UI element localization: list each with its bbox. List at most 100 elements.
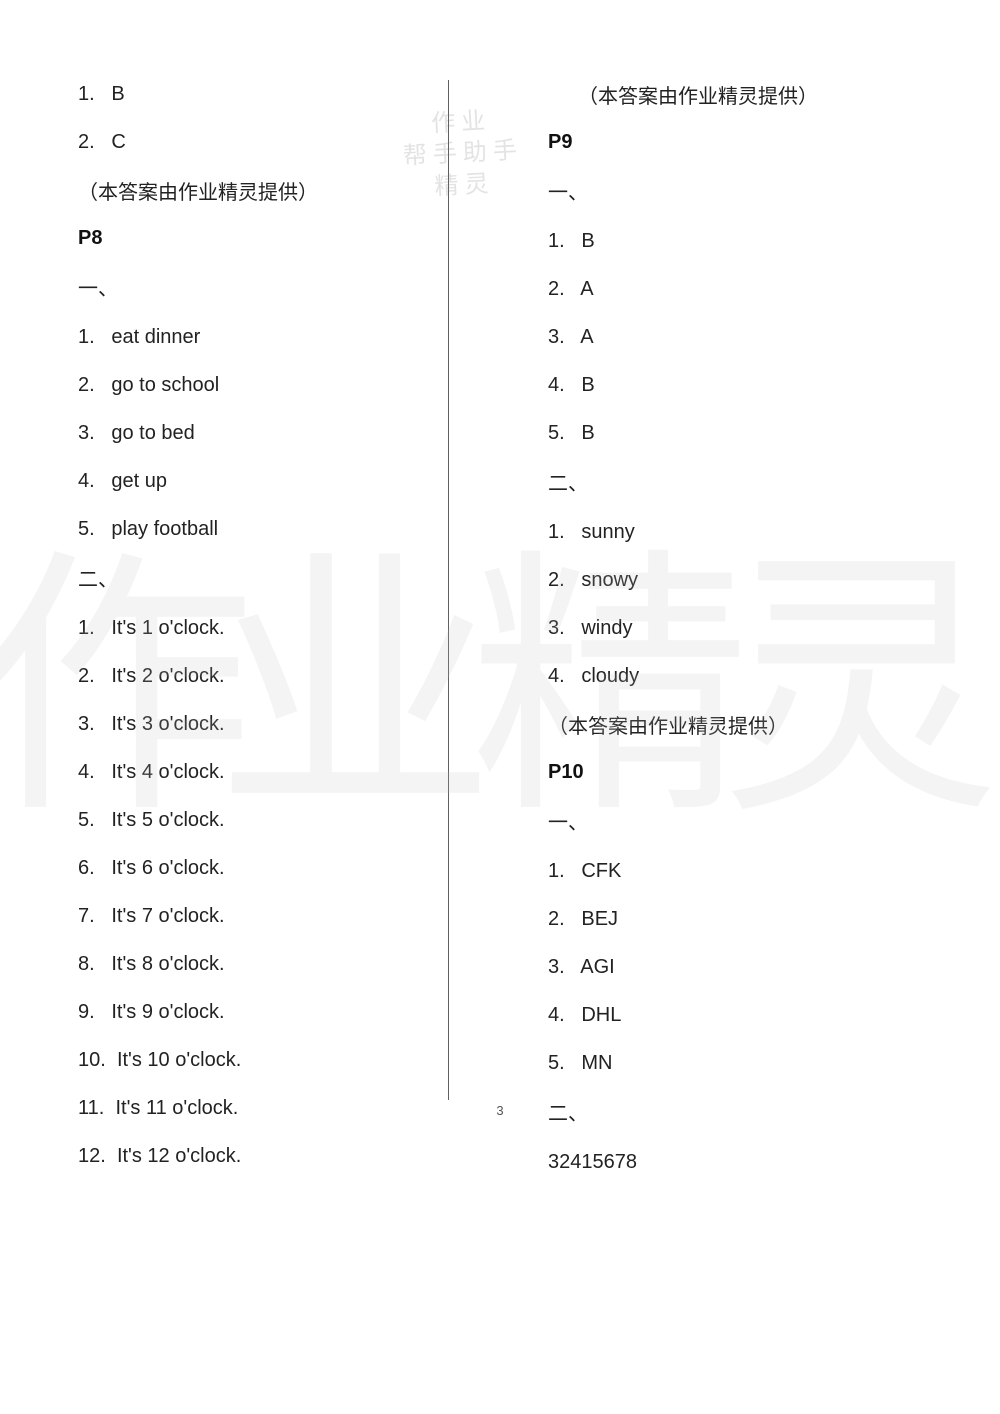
- item-number: 2.: [548, 278, 565, 300]
- answer-item: 5. B: [548, 419, 930, 447]
- item-answer: B: [581, 422, 594, 444]
- item-number: 2.: [78, 665, 95, 687]
- item-number: 3.: [548, 956, 565, 978]
- item-text: It's 10 o'clock.: [117, 1049, 241, 1071]
- item-number: 10.: [78, 1049, 106, 1071]
- list-item: 12. It's 12 o'clock.: [78, 1142, 445, 1170]
- item-number: 1.: [78, 326, 95, 348]
- item-number: 5.: [548, 422, 565, 444]
- list-item: 1. It's 1 o'clock.: [78, 614, 445, 642]
- item-answer: A: [580, 278, 593, 300]
- page-number: 3: [496, 1103, 503, 1118]
- item-text: go to school: [111, 374, 219, 396]
- list-item: 1. CFK: [548, 857, 930, 885]
- list-item: 3. go to bed: [78, 419, 445, 447]
- item-number: 2.: [78, 131, 95, 153]
- right-column: （本答案由作业精灵提供） P9 一、 1. B 2. A 3. A 4. B 5…: [500, 80, 1000, 1354]
- section-heading: 二、: [548, 1097, 930, 1126]
- item-text: It's 1 o'clock.: [111, 617, 224, 639]
- item-text: It's 9 o'clock.: [111, 1001, 224, 1023]
- page-heading-p9: P9: [548, 131, 930, 154]
- item-number: 11.: [78, 1097, 104, 1119]
- page-heading-p10: P10: [548, 761, 930, 784]
- item-text: MN: [581, 1052, 612, 1074]
- item-text: 32415678: [548, 1151, 637, 1173]
- item-answer: B: [581, 230, 594, 252]
- item-text: windy: [581, 617, 632, 639]
- credit-note: （本答案由作业精灵提供）: [78, 176, 445, 205]
- answer-item: 1. B: [548, 227, 930, 255]
- item-number: 7.: [78, 905, 95, 927]
- item-text: It's 11 o'clock.: [115, 1097, 238, 1119]
- item-number: 5.: [548, 1052, 565, 1074]
- answer-item: 3. A: [548, 323, 930, 351]
- item-number: 12.: [78, 1145, 106, 1167]
- page-heading-p8: P8: [78, 227, 445, 250]
- item-number: 2.: [548, 908, 565, 930]
- item-number: 3.: [78, 713, 95, 735]
- answer-item: 2. A: [548, 275, 930, 303]
- item-number: 4.: [548, 1004, 565, 1026]
- item-number: 1.: [548, 230, 565, 252]
- item-number: 2.: [548, 569, 565, 591]
- answer-item: 4. B: [548, 371, 930, 399]
- column-divider: [448, 80, 449, 1100]
- list-item: 4. get up: [78, 467, 445, 495]
- section-heading: 一、: [548, 176, 930, 205]
- item-text: eat dinner: [111, 326, 200, 348]
- item-text: It's 4 o'clock.: [111, 761, 224, 783]
- list-item: 1. eat dinner: [78, 323, 445, 351]
- answer-item: 1. B: [78, 80, 445, 108]
- list-item: 2. snowy: [548, 566, 930, 594]
- credit-note: （本答案由作业精灵提供）: [548, 710, 930, 739]
- list-item: 5. It's 5 o'clock.: [78, 806, 445, 834]
- item-number: 1.: [548, 521, 565, 543]
- list-item: 4. cloudy: [548, 662, 930, 690]
- item-answer: A: [580, 326, 593, 348]
- item-number: 3.: [548, 617, 565, 639]
- item-text: AGI: [580, 956, 614, 978]
- list-item: 2. It's 2 o'clock.: [78, 662, 445, 690]
- item-number: 1.: [78, 83, 95, 105]
- item-text: It's 2 o'clock.: [111, 665, 224, 687]
- item-number: 5.: [78, 518, 95, 540]
- list-item: 2. go to school: [78, 371, 445, 399]
- list-item: 4. It's 4 o'clock.: [78, 758, 445, 786]
- section-heading: 一、: [78, 272, 445, 301]
- item-number: 9.: [78, 1001, 95, 1023]
- item-number: 4.: [78, 470, 95, 492]
- item-text: snowy: [581, 569, 638, 591]
- item-text: get up: [111, 470, 167, 492]
- item-number: 1.: [78, 617, 95, 639]
- list-item: 3. AGI: [548, 953, 930, 981]
- item-text: It's 8 o'clock.: [111, 953, 224, 975]
- list-item: 1. sunny: [548, 518, 930, 546]
- item-text: It's 6 o'clock.: [111, 857, 224, 879]
- item-text: CFK: [581, 860, 621, 882]
- item-answer: C: [111, 131, 125, 153]
- item-number: 6.: [78, 857, 95, 879]
- item-text: It's 5 o'clock.: [111, 809, 224, 831]
- item-number: 4.: [548, 665, 565, 687]
- item-text: DHL: [581, 1004, 621, 1026]
- answer-item: 2. C: [78, 128, 445, 156]
- section-heading: 二、: [548, 467, 930, 496]
- item-text: It's 3 o'clock.: [111, 713, 224, 735]
- credit-note: （本答案由作业精灵提供）: [578, 80, 930, 109]
- item-number: 4.: [548, 374, 565, 396]
- list-item: 11. It's 11 o'clock.: [78, 1094, 445, 1122]
- list-item: 3. windy: [548, 614, 930, 642]
- item-text: go to bed: [111, 422, 194, 444]
- item-answer: B: [581, 374, 594, 396]
- list-item: 32415678: [548, 1148, 930, 1176]
- list-item: 5. play football: [78, 515, 445, 543]
- list-item: 9. It's 9 o'clock.: [78, 998, 445, 1026]
- list-item: 2. BEJ: [548, 905, 930, 933]
- item-answer: B: [111, 83, 124, 105]
- list-item: 5. MN: [548, 1049, 930, 1077]
- item-number: 2.: [78, 374, 95, 396]
- list-item: 6. It's 6 o'clock.: [78, 854, 445, 882]
- item-text: cloudy: [581, 665, 639, 687]
- left-column: 1. B 2. C （本答案由作业精灵提供） P8 一、 1. eat dinn…: [0, 80, 500, 1354]
- list-item: 7. It's 7 o'clock.: [78, 902, 445, 930]
